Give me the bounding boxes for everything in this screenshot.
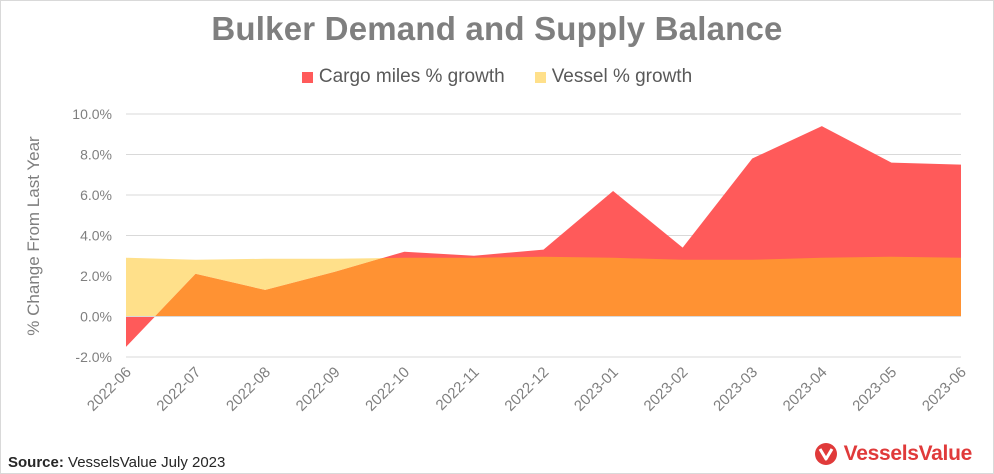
x-tick-label: 2022-09 bbox=[293, 364, 344, 415]
x-tick-label: 2023-03 bbox=[710, 364, 761, 415]
source-label: Source: bbox=[8, 454, 64, 471]
vesselsvalue-logo-icon bbox=[814, 443, 837, 465]
source-note: Source: VesselsValue July 2023 bbox=[8, 454, 225, 471]
x-tick-label: 2022-07 bbox=[153, 364, 204, 415]
legend-label-cargo: Cargo miles % growth bbox=[318, 66, 505, 87]
y-tick-label: -2.0% bbox=[75, 349, 112, 365]
chart-title: Bulker Demand and Supply Balance bbox=[211, 10, 783, 47]
brand-logo: VesselsValue bbox=[814, 442, 972, 466]
legend-item-vessel: Vessel % growth bbox=[534, 66, 693, 88]
x-tick-label: 2023-04 bbox=[780, 364, 831, 415]
x-tick-label: 2022-08 bbox=[223, 364, 274, 415]
y-tick-label: 6.0% bbox=[80, 187, 112, 203]
x-tick-label: 2022-11 bbox=[433, 364, 483, 414]
legend-label-vessel: Vessel % growth bbox=[551, 66, 693, 87]
chart-legend: Cargo miles % growth Vessel % growth bbox=[0, 66, 994, 88]
x-tick-label: 2023-02 bbox=[641, 364, 692, 415]
x-tick-label: 2022-10 bbox=[362, 364, 413, 415]
y-tick-label: 8.0% bbox=[80, 147, 112, 163]
source-text: VesselsValue July 2023 bbox=[68, 454, 226, 471]
legend-item-cargo: Cargo miles % growth bbox=[301, 66, 505, 88]
x-tick-label: 2022-06 bbox=[84, 364, 135, 415]
y-tick-label: 10.0% bbox=[72, 106, 112, 122]
y-tick-label: 4.0% bbox=[80, 228, 112, 244]
legend-swatch-cargo bbox=[301, 71, 313, 83]
y-axis-title: % Change From Last Year bbox=[24, 136, 43, 336]
x-tick-label: 2023-06 bbox=[919, 364, 970, 415]
x-tick-label: 2022-12 bbox=[501, 364, 552, 415]
y-tick-label: 2.0% bbox=[80, 268, 112, 284]
x-tick-label: 2023-01 bbox=[571, 364, 622, 415]
brand-name: VesselsValue bbox=[843, 442, 973, 465]
legend-swatch-vessel bbox=[534, 71, 546, 83]
y-tick-label: 0.0% bbox=[80, 309, 112, 325]
overlap-area bbox=[126, 256, 961, 317]
x-tick-label: 2023-05 bbox=[849, 364, 900, 415]
